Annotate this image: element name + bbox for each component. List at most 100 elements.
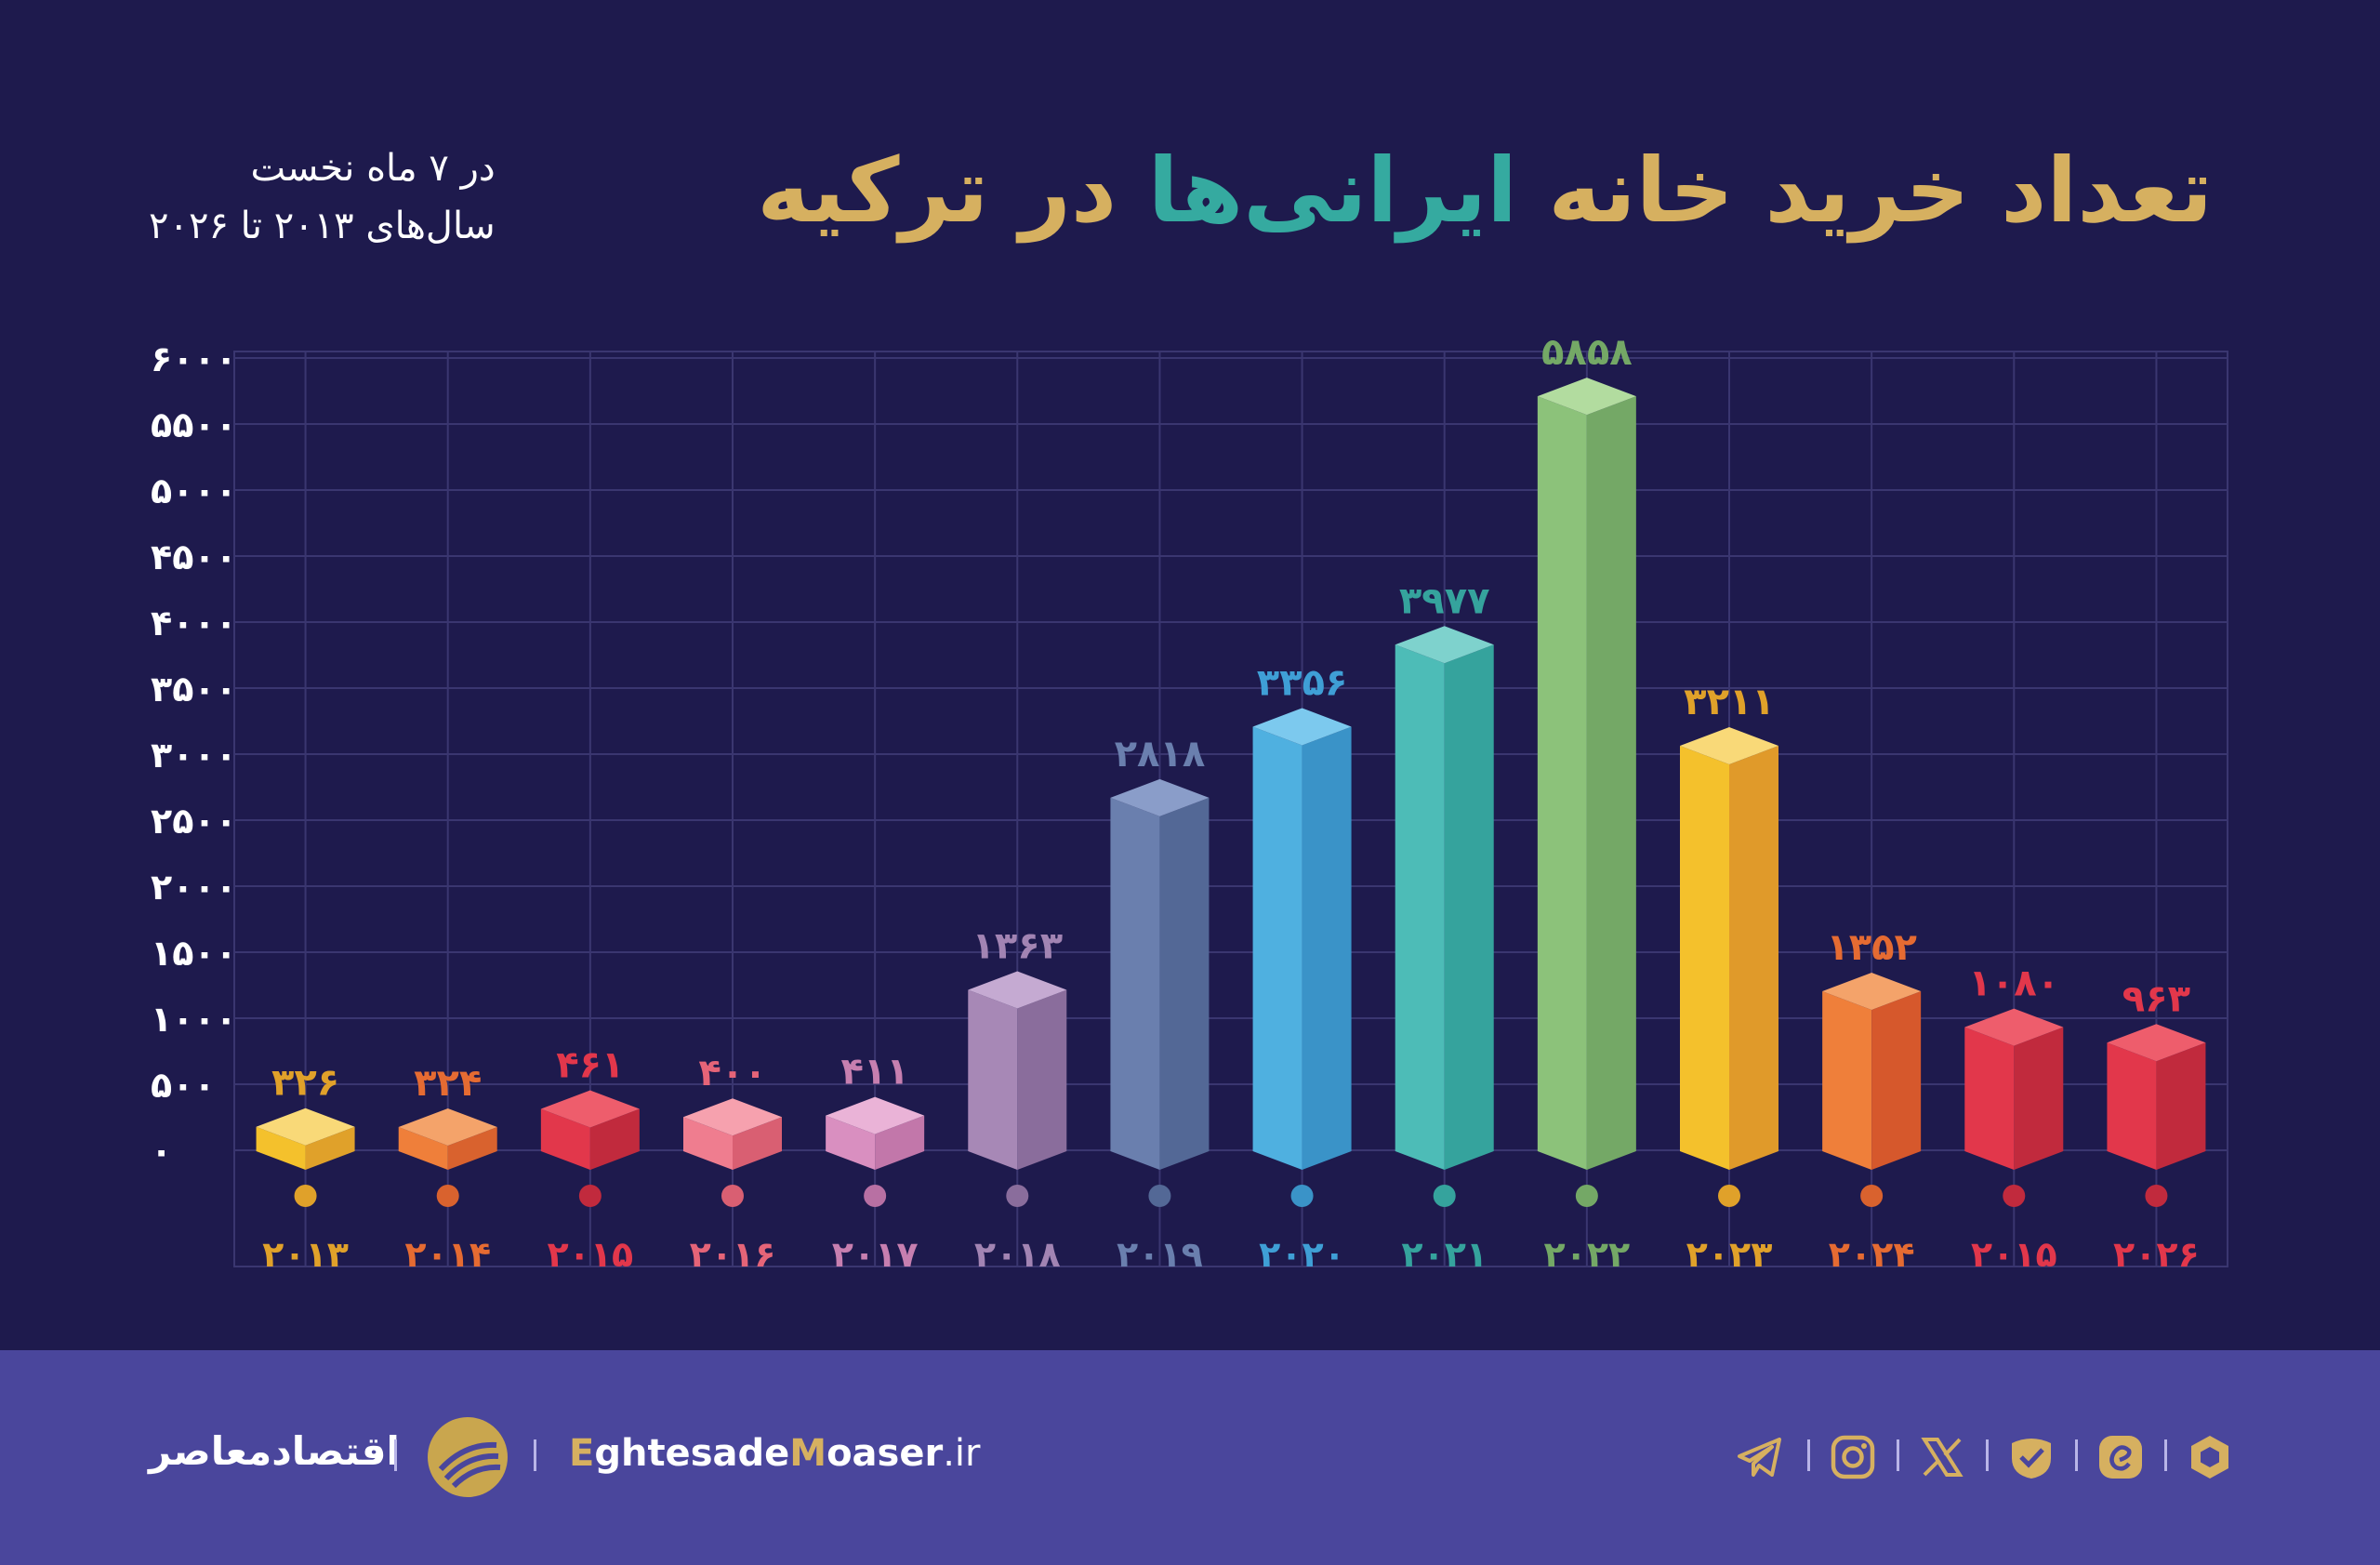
- subtitle-line-2: سال‌های ۲۰۱۳ تا ۲۰۲۶: [149, 205, 496, 247]
- divider: [1807, 1439, 1810, 1471]
- category-dot: [436, 1185, 459, 1207]
- x-tick-label: ۲۰۲۰: [1259, 1234, 1345, 1275]
- divider: [2075, 1439, 2078, 1471]
- x-icon[interactable]: [1917, 1432, 1967, 1482]
- category-dot: [721, 1185, 744, 1207]
- y-tick-label: ۰: [151, 1131, 172, 1172]
- y-tick-label: ۶۰۰۰: [151, 338, 237, 379]
- bar-value-label: ۳۲۴: [414, 1062, 482, 1105]
- bar-side: [875, 1115, 925, 1170]
- category-dot: [2003, 1185, 2026, 1207]
- instagram-icon[interactable]: [1828, 1432, 1878, 1482]
- y-tick-label: ۱۵۰۰: [151, 933, 237, 974]
- category-dot: [1148, 1185, 1171, 1207]
- y-tick-label: ۴۰۰۰: [151, 603, 237, 643]
- x-tick-label: ۲۰۱۹: [1117, 1234, 1203, 1275]
- x-tick-label: ۲۰۲۱: [1401, 1234, 1488, 1275]
- site-initial-e: E: [569, 1432, 595, 1475]
- bar-top: [1537, 378, 1636, 416]
- page-title: تعداد خرید خانه ایرانی‌ها در ترکیه: [757, 139, 2213, 242]
- y-tick-label: ۵۵۰۰: [151, 405, 237, 445]
- brand-logo-icon: [428, 1417, 508, 1497]
- category-dot: [1718, 1185, 1740, 1207]
- divider: [1897, 1439, 1899, 1471]
- category-dot: [578, 1185, 602, 1207]
- bar-side: [1444, 644, 1494, 1170]
- divider: [1986, 1439, 1989, 1471]
- y-tick-label: ۱۰۰۰: [151, 999, 237, 1040]
- plot-frame: [233, 351, 2228, 1267]
- category-dot: [2145, 1185, 2168, 1207]
- bar-side: [1871, 991, 1922, 1170]
- bar-top: [1395, 626, 1494, 664]
- x-tick-label: ۲۰۱۵: [1971, 1234, 2057, 1275]
- bar-front: [1252, 726, 1302, 1170]
- y-tick-label: ۵۰۰: [151, 1065, 216, 1106]
- bar-value-label: ۳۲۶: [271, 1062, 339, 1105]
- bar-top: [1110, 778, 1210, 816]
- bar-value-label: ۱۰۸۰: [1968, 962, 2059, 1005]
- site-text: ghtesade: [594, 1432, 790, 1475]
- bar-top: [826, 1096, 925, 1134]
- y-tick-label: ۳۰۰۰: [151, 735, 237, 776]
- bar-value-label: ۱۳۶۳: [972, 924, 1063, 967]
- brand-name-fa: اقتصادمعاصر: [149, 1428, 400, 1474]
- bar-top: [540, 1090, 640, 1128]
- x-tick-label: ۲۰۱۳: [262, 1234, 349, 1275]
- bar-front: [1395, 644, 1445, 1170]
- bar-side: [1017, 989, 1067, 1170]
- bar-side: [1586, 396, 1636, 1170]
- bar-value-label: ۹۶۳: [2122, 977, 2190, 1020]
- bar-front: [540, 1108, 590, 1170]
- bar-front: [398, 1126, 448, 1170]
- bar-top: [1822, 973, 1922, 1011]
- bar-value-label: ۴۱۱: [841, 1051, 909, 1094]
- site-initial-m: M: [789, 1432, 827, 1475]
- title-part: تعداد خرید خانه: [1516, 139, 2213, 243]
- bar-front: [1110, 797, 1160, 1170]
- bar-front: [1680, 746, 1729, 1170]
- category-dot: [1860, 1185, 1884, 1207]
- y-tick-label: ۲۰۰۰: [151, 867, 237, 908]
- divider: [2164, 1439, 2167, 1471]
- x-tick-label: ۲۰۲۳: [1686, 1234, 1773, 1275]
- category-dot: [864, 1185, 887, 1207]
- category-dot: [1290, 1185, 1314, 1207]
- bar-value-label: ۴۶۱: [556, 1044, 624, 1087]
- y-tick-label: ۴۵۰۰: [151, 537, 237, 577]
- rubika-icon[interactable]: [2185, 1432, 2235, 1482]
- bar-front: [1822, 991, 1872, 1170]
- bar-value-label: ۳۳۵۶: [1257, 661, 1348, 704]
- category-dot: [294, 1185, 317, 1207]
- y-tick-label: ۲۵۰۰: [151, 801, 237, 842]
- divider: [534, 1439, 536, 1471]
- bar-front: [683, 1117, 733, 1170]
- eitaa-icon[interactable]: [2096, 1432, 2146, 1482]
- bar-top: [1964, 1008, 2064, 1046]
- telegram-icon[interactable]: [1735, 1432, 1785, 1482]
- bar-front: [968, 989, 1018, 1170]
- category-dot: [1575, 1185, 1598, 1207]
- bar-side: [1302, 726, 1352, 1170]
- y-tick-label: ۳۵۰۰: [151, 669, 237, 710]
- bar-value-label: ۳۲۱۱: [1684, 681, 1775, 723]
- bar-value-label: ۲۸۱۸: [1115, 733, 1206, 776]
- bar-value-label: ۵۸۵۸: [1541, 331, 1633, 374]
- divider: [394, 1439, 397, 1471]
- bar-side: [1729, 746, 1778, 1170]
- site-text: oaser: [826, 1432, 944, 1475]
- bar-front: [2107, 1042, 2157, 1170]
- x-tick-label: ۲۰۱۸: [974, 1234, 1061, 1275]
- category-dot: [1433, 1185, 1456, 1207]
- subtitle-line-1: در ۷ ماه نخست: [250, 147, 496, 190]
- bar-top: [256, 1107, 355, 1146]
- x-tick-label: ۲۰۲۴: [1829, 1234, 1915, 1275]
- x-tick-label: ۲۰۱۴: [404, 1234, 491, 1275]
- x-tick-label: ۲۰۱۶: [690, 1234, 776, 1275]
- ita-icon[interactable]: [2006, 1432, 2056, 1482]
- x-tick-label: ۲۰۱۷: [832, 1234, 919, 1275]
- website-link[interactable]: EghtesadeMoaser.ir: [569, 1432, 980, 1475]
- bar-front: [1537, 396, 1587, 1170]
- site-domain: .ir: [943, 1432, 981, 1475]
- category-dot: [1006, 1185, 1029, 1207]
